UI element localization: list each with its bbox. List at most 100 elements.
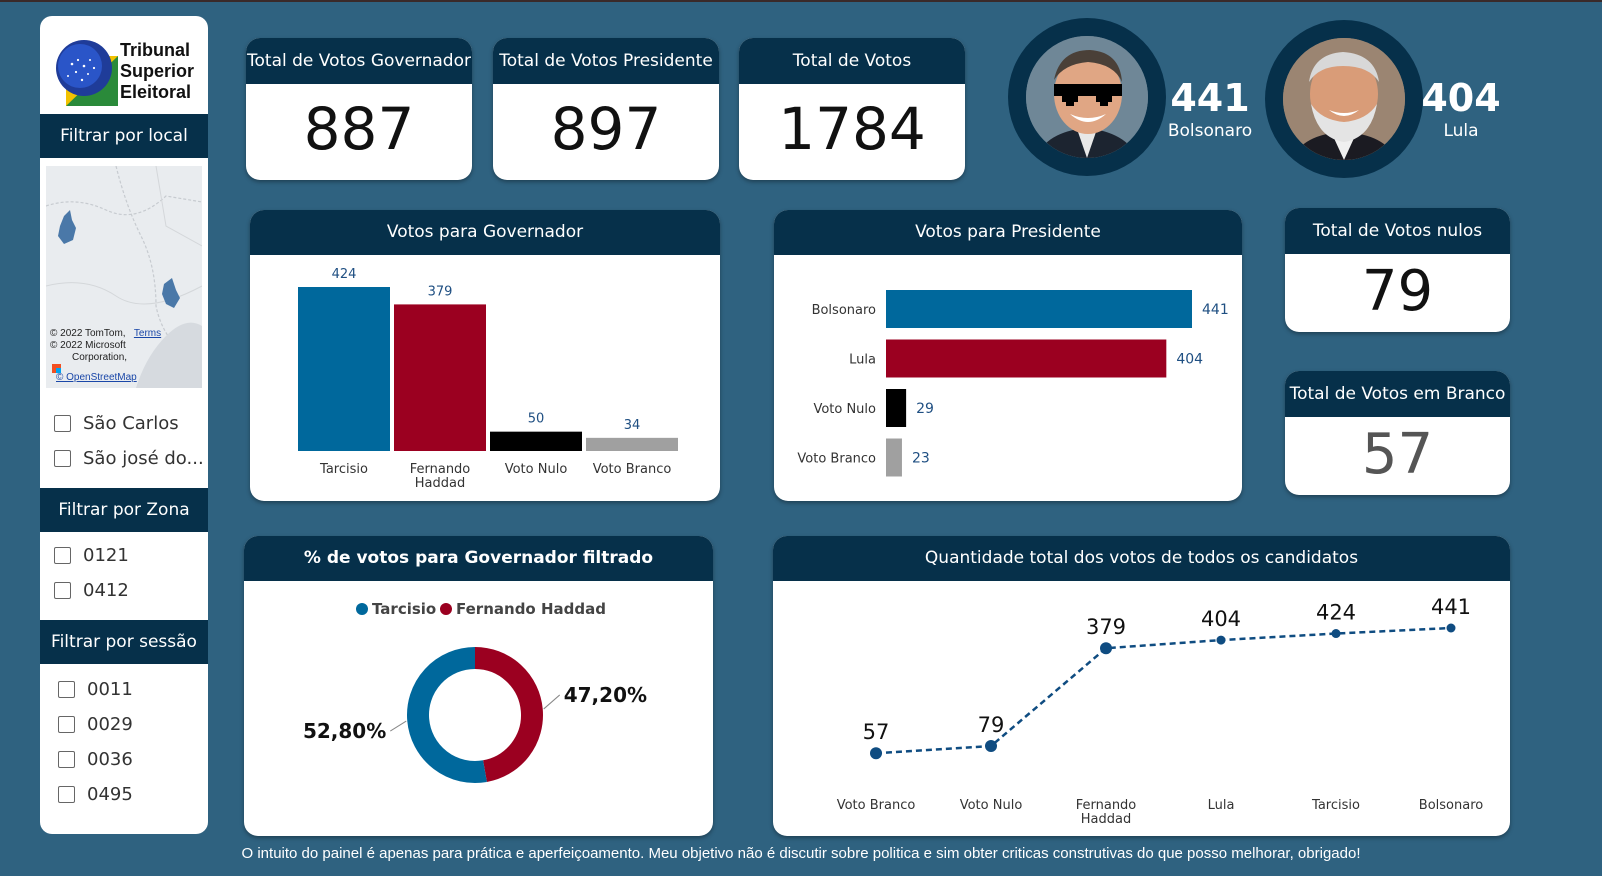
data-label: 441: [1202, 302, 1229, 318]
slice-tarcisio: [407, 647, 487, 783]
data-point: [1216, 635, 1226, 645]
lula-name: Lula: [1443, 121, 1479, 141]
kpi-value: 57: [1361, 422, 1434, 487]
checkbox-icon[interactable]: [58, 716, 75, 733]
sessao-checkbox-0011[interactable]: 0011: [58, 672, 208, 707]
data-label: 424: [1316, 601, 1356, 625]
checkbox-icon[interactable]: [58, 681, 75, 698]
kpi-votos-branco: Total de Votos em Branco 57: [1285, 371, 1510, 495]
slice-label: 47,20%: [564, 683, 647, 707]
category-label: Voto Branco: [797, 452, 876, 467]
top-border: [0, 0, 1602, 2]
chart-pct-governador: % de votos para Governador filtrado Tarc…: [244, 536, 713, 836]
chart-votos-governador: Votos para Governador 424 Tarcisio 379 Fern…: [250, 210, 720, 501]
lula-portrait-icon: [1283, 38, 1405, 160]
slice-fernando-haddad: [474, 647, 543, 782]
legend-marker: [440, 603, 452, 615]
category-label: Voto Nulo: [505, 462, 568, 477]
kpi-value: 1784: [778, 95, 926, 163]
lula-votes: 404: [1421, 76, 1501, 120]
sidebar: Tribunal Superior Eleitoral Filtrar por lo…: [40, 16, 208, 834]
bar-tarcisio: [298, 287, 390, 451]
bolsonaro-name: Bolsonaro: [1167, 121, 1253, 141]
total-votos-line-chart: 57 Voto Branco 79 Voto Nulo 379 FernandoHadda…: [837, 595, 1484, 827]
filter-zona-header: Filtrar por Zona: [40, 488, 208, 532]
category-label: Lula: [849, 353, 876, 368]
category-label: Tarcisio: [1311, 798, 1360, 813]
checkbox-icon[interactable]: [54, 415, 71, 432]
kpi-title: Total de Votos Presidente: [493, 38, 719, 84]
kpi-votos-presidente: Total de Votos Presidente 897: [493, 38, 719, 180]
kpi-value: 887: [303, 95, 415, 163]
data-label: 404: [1201, 607, 1241, 631]
lula-photo-frame: [1265, 20, 1423, 178]
category-label: Tarcisio: [319, 462, 368, 477]
openstreetmap-link[interactable]: © OpenStreetMap: [56, 372, 137, 383]
data-point: [1331, 629, 1341, 639]
kpi-title: Total de Votos em Branco: [1285, 371, 1510, 417]
data-label: 79: [978, 713, 1005, 737]
kpi-total-votos: Total de Votos 1784: [739, 38, 965, 180]
data-point: [1446, 623, 1456, 633]
slice-label: 52,80%: [303, 719, 386, 743]
data-label: 29: [916, 401, 934, 417]
chart-total-votos-candidatos: Quantidade total dos votos de todos os c…: [773, 536, 1510, 836]
kpi-title: Total de Votos nulos: [1285, 208, 1510, 254]
category-label: Bolsonaro: [812, 303, 876, 318]
data-point: [1100, 642, 1112, 655]
category-label: Voto Nulo: [813, 402, 876, 417]
region-sao-jose[interactable]: [162, 278, 180, 308]
sessao-checkbox-0036[interactable]: 0036: [58, 742, 208, 777]
data-label: 441: [1431, 595, 1471, 619]
location-checkbox-sao-carlos[interactable]: São Carlos: [54, 406, 208, 441]
data-label: 424: [332, 267, 357, 282]
category-label: Haddad: [1081, 812, 1131, 827]
series-line: [875, 626, 1452, 755]
legend-label: Tarcisio: [372, 600, 436, 618]
zona-checkbox-0412[interactable]: 0412: [54, 573, 208, 608]
bolsonaro-photo: [1026, 36, 1148, 158]
lula-photo: [1283, 38, 1405, 160]
category-label: Fernando: [1076, 798, 1137, 813]
bar-voto-nulo: [490, 431, 582, 451]
bar-voto-nulo: [886, 389, 907, 427]
terms-link[interactable]: Terms: [133, 328, 162, 339]
bolsonaro-votes: 441: [1170, 76, 1250, 120]
legend-marker: [356, 603, 368, 615]
region-sao-carlos[interactable]: [58, 210, 76, 244]
kpi-votos-nulos: Total de Votos nulos 79: [1285, 208, 1510, 332]
kpi-value: 897: [550, 95, 662, 163]
bolsonaro-photo-frame: [1008, 18, 1166, 176]
kpi-title: Total de Votos: [739, 38, 965, 84]
checkbox-icon[interactable]: [54, 547, 71, 564]
bar-fernando-haddad: [394, 304, 486, 451]
kpi-votos-governador: Total de Votos Governador 887: [246, 38, 472, 180]
bolsonaro-portrait-icon: [1026, 36, 1148, 158]
checkbox-icon[interactable]: [58, 786, 75, 803]
bar-voto-branco: [886, 438, 902, 477]
filter-sessao-header: Filtrar por sessão: [40, 620, 208, 664]
checkbox-icon[interactable]: [54, 582, 71, 599]
location-map[interactable]: © 2022 TomTom, Terms © 2022 Microsoft Co…: [46, 166, 202, 388]
presidente-bar-chart: Bolsonaro 441 Lula 404 Voto Nulo 29 Voto Branc…: [797, 290, 1229, 477]
tse-emblem-icon: [56, 40, 118, 106]
filter-local-header: Filtrar por local: [40, 114, 208, 158]
sessao-checkbox-0495[interactable]: 0495: [58, 777, 208, 812]
sessao-checkbox-0029[interactable]: 0029: [58, 707, 208, 742]
chart-title: % de votos para Governador filtrado: [244, 536, 713, 581]
bar-voto-branco: [586, 437, 678, 451]
bar-lula: [886, 339, 1167, 378]
label-leader: [543, 694, 561, 710]
map-canvas: [46, 166, 202, 388]
checkbox-icon[interactable]: [58, 751, 75, 768]
data-label: 57: [863, 720, 890, 744]
checkbox-icon[interactable]: [54, 450, 71, 467]
zona-checkbox-0121[interactable]: 0121: [54, 538, 208, 573]
data-label: 34: [624, 418, 641, 433]
data-label: 23: [912, 451, 930, 467]
chart-title: Votos para Presidente: [774, 210, 1242, 255]
location-checkbox-sao-jose[interactable]: São josé do...: [54, 441, 208, 476]
map-attribution: © 2022 TomTom, Terms © 2022 Microsoft Co…: [50, 328, 162, 383]
chart-votos-presidente: Votos para Presidente Bolsonaro 441 Lula 40…: [774, 210, 1242, 501]
